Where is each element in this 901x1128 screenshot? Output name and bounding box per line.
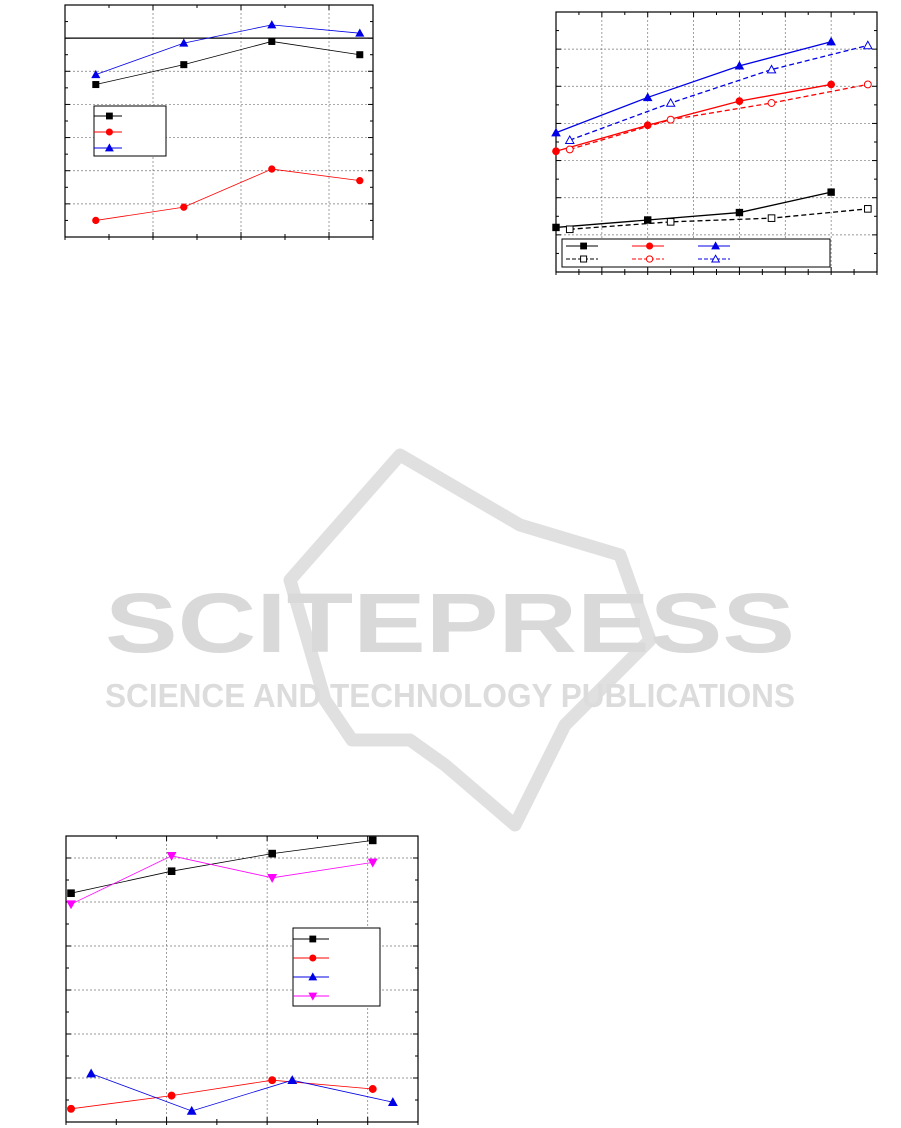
data-point-b1 (565, 145, 574, 154)
data-point-a1 (827, 80, 836, 89)
watermark-subtitle: SCIENCE AND TECHNOLOGY PUBLICATIONS (105, 677, 795, 714)
series-line-s1 (95, 168, 360, 221)
chart-bottom (65, 835, 419, 1125)
legend-marker-a0 (580, 242, 587, 250)
data-point-a2 (551, 127, 561, 137)
watermark: SCITEPRESS SCIENCE AND TECHNOLOGY PUBLIC… (105, 448, 795, 832)
legend-marker-c0 (309, 935, 317, 943)
data-point-s0 (356, 51, 364, 59)
data-point-a2 (826, 36, 836, 46)
series-line-a2 (555, 41, 832, 134)
legend-marker-b0 (580, 255, 588, 263)
data-point-c1 (67, 1104, 75, 1113)
legend-marker-a1 (646, 242, 654, 250)
data-point-c3 (66, 900, 76, 910)
data-point-s2 (267, 20, 277, 29)
data-point-b2 (766, 64, 777, 74)
data-point-b0 (767, 214, 776, 222)
data-point-a0 (644, 216, 652, 224)
data-point-b1 (863, 80, 872, 89)
legend-marker-c1 (309, 954, 317, 962)
legend-marker-s1 (105, 128, 113, 136)
legend-box (561, 238, 831, 268)
legend-marker-c3 (308, 992, 318, 1001)
data-point-b0 (864, 205, 872, 213)
data-point-c0 (167, 867, 176, 875)
data-point-c0 (368, 836, 377, 845)
series-line-b2 (569, 44, 868, 141)
data-point-c2 (287, 1075, 298, 1084)
data-point-c1 (167, 1091, 176, 1100)
data-point-b2 (564, 134, 575, 144)
data-point-b0 (565, 225, 574, 234)
data-point-a1 (735, 97, 744, 106)
chart-top-left (64, 4, 374, 240)
plot-frame (555, 11, 878, 273)
data-point-b1 (767, 99, 776, 107)
series-line-a0 (555, 191, 832, 229)
data-point-b1 (666, 115, 675, 124)
series-line-s2 (95, 24, 360, 75)
series-line-b1 (569, 83, 868, 151)
legend-marker-s0 (106, 112, 113, 120)
data-point-a0 (827, 188, 835, 196)
data-point-c2 (387, 1097, 398, 1106)
data-point-c3 (267, 874, 278, 883)
data-point-s0 (268, 37, 276, 45)
legend-box (292, 927, 381, 1007)
data-point-s1 (268, 165, 276, 173)
data-point-b2 (665, 97, 676, 107)
legend-marker-c2 (308, 972, 318, 981)
series-line-c2 (91, 1073, 393, 1112)
data-point-a0 (735, 208, 744, 217)
data-point-s1 (180, 203, 188, 211)
data-point-c1 (268, 1076, 277, 1085)
data-point-s0 (180, 61, 188, 69)
data-point-a2 (734, 60, 745, 70)
data-point-c3 (367, 858, 378, 868)
legend (93, 105, 167, 157)
legend-marker-b2 (711, 254, 721, 263)
data-point-c0 (67, 889, 75, 897)
data-point-b2 (862, 40, 873, 50)
data-point-s1 (356, 177, 364, 185)
legend-marker-s2 (104, 143, 114, 152)
legend (561, 238, 831, 268)
data-point-s2 (179, 38, 189, 47)
legend-marker-a2 (711, 241, 721, 250)
data-point-s0 (92, 81, 100, 89)
data-point-c0 (268, 849, 276, 858)
legend-marker-b1 (645, 255, 654, 263)
series-line-s0 (95, 41, 360, 85)
data-point-c3 (166, 852, 177, 861)
data-point-a2 (642, 92, 653, 102)
data-point-b0 (666, 218, 675, 226)
data-point-c2 (86, 1068, 97, 1078)
series-line-c3 (70, 855, 373, 905)
data-point-s1 (92, 216, 100, 225)
watermark-title: SCITEPRESS (105, 576, 795, 670)
plot-frame (65, 835, 419, 1123)
data-point-a1 (552, 147, 560, 156)
series-line-a1 (555, 83, 832, 152)
series-line-c1 (70, 1079, 373, 1110)
legend (292, 927, 381, 1007)
data-point-s2 (355, 28, 365, 37)
series-line-b0 (569, 208, 868, 230)
data-point-c2 (186, 1105, 197, 1115)
series-line-c0 (70, 840, 373, 894)
watermark-logo-shape (283, 448, 657, 832)
data-point-a0 (552, 223, 560, 232)
data-point-s2 (91, 69, 101, 79)
data-point-c1 (368, 1085, 377, 1093)
chart-top-right (551, 11, 878, 275)
